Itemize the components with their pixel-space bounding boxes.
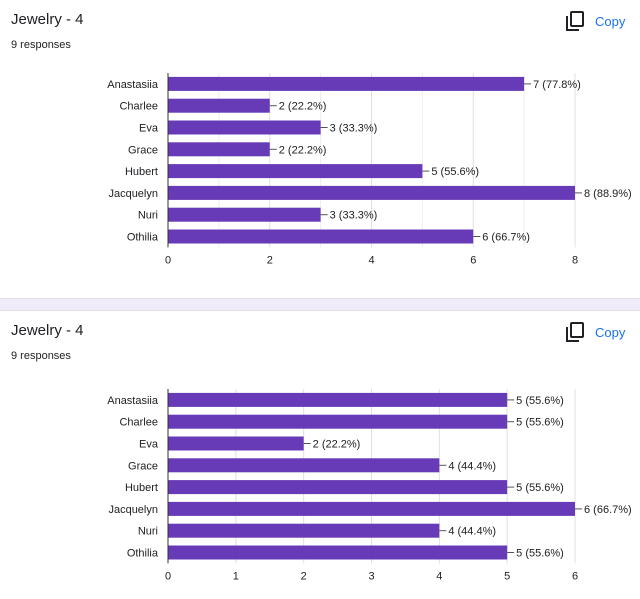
data-label: 2 (22.2%) bbox=[279, 101, 327, 113]
copy-icon bbox=[566, 322, 584, 342]
card-divider bbox=[0, 298, 640, 311]
bar-chart: 0 1 2 3 4 5 6 Anastasiia 5 (55.6%) Charlee 5 (55.6… bbox=[107, 389, 632, 582]
question-card: Jewelry - 4 9 responses Copy 0 1 2 3 4 5 6 Anas… bbox=[0, 311, 640, 599]
x-tick-label: 0 bbox=[165, 570, 171, 582]
bar bbox=[168, 76, 525, 91]
question-title: Jewelry - 4 bbox=[11, 11, 84, 28]
category-label: Othilia bbox=[127, 548, 159, 560]
category-label: Eva bbox=[139, 439, 159, 451]
data-label: 2 (22.2%) bbox=[313, 439, 361, 451]
x-tick-label: 6 bbox=[470, 254, 476, 266]
bar bbox=[168, 142, 270, 157]
copy-button[interactable]: Copy bbox=[566, 321, 625, 343]
x-tick-label: 2 bbox=[301, 570, 307, 582]
category-label: Eva bbox=[139, 123, 159, 135]
bar bbox=[168, 229, 474, 244]
bar bbox=[168, 164, 423, 179]
data-label: 5 (55.6%) bbox=[431, 166, 479, 178]
category-label: Jacquelyn bbox=[108, 188, 158, 200]
x-tick-label: 1 bbox=[233, 570, 239, 582]
category-label: Hubert bbox=[125, 166, 158, 178]
data-label: 5 (55.6%) bbox=[516, 395, 564, 407]
x-tick-label: 6 bbox=[572, 570, 578, 582]
bar bbox=[168, 523, 440, 538]
data-label: 6 (66.7%) bbox=[482, 232, 530, 244]
response-count: 9 responses bbox=[11, 39, 71, 51]
category-label: Nuri bbox=[138, 526, 158, 538]
bar bbox=[168, 185, 575, 200]
data-label: 2 (22.2%) bbox=[279, 144, 327, 156]
bar bbox=[168, 501, 575, 516]
question-card: Jewelry - 4 9 responses Copy 0 2 4 6 8 Anasta… bbox=[0, 0, 640, 298]
x-tick-label: 8 bbox=[572, 254, 578, 266]
data-label: 6 (66.7%) bbox=[584, 504, 632, 516]
data-label: 4 (44.4%) bbox=[448, 526, 496, 538]
response-count: 9 responses bbox=[11, 350, 71, 362]
data-label: 3 (33.3%) bbox=[330, 123, 378, 135]
bar-chart: 0 2 4 6 8 Anastasiia 7 (77.8%) Charlee 2 (22.2%)… bbox=[107, 73, 632, 266]
x-tick-label: 0 bbox=[165, 254, 171, 266]
data-label: 7 (77.8%) bbox=[533, 79, 581, 91]
bar bbox=[168, 545, 508, 560]
category-label: Jacquelyn bbox=[108, 504, 158, 516]
data-label: 5 (55.6%) bbox=[516, 417, 564, 429]
copy-label: Copy bbox=[595, 324, 626, 340]
x-tick-label: 5 bbox=[504, 570, 510, 582]
bar bbox=[168, 458, 440, 473]
bar bbox=[168, 414, 508, 429]
x-tick-label: 3 bbox=[368, 570, 374, 582]
copy-icon bbox=[566, 11, 584, 31]
copy-button[interactable]: Copy bbox=[566, 10, 625, 32]
bar bbox=[168, 98, 270, 113]
copy-label: Copy bbox=[595, 13, 626, 29]
bar bbox=[168, 120, 321, 135]
data-label: 5 (55.6%) bbox=[516, 548, 564, 560]
data-label: 5 (55.6%) bbox=[516, 482, 564, 494]
bar bbox=[168, 392, 508, 407]
data-label: 3 (33.3%) bbox=[330, 210, 378, 222]
bar bbox=[168, 480, 508, 495]
category-label: Othilia bbox=[127, 232, 159, 244]
category-label: Nuri bbox=[138, 210, 158, 222]
category-label: Grace bbox=[128, 460, 158, 472]
bar bbox=[168, 207, 321, 222]
x-tick-label: 2 bbox=[267, 254, 273, 266]
category-label: Charlee bbox=[119, 101, 158, 113]
category-label: Anastasiia bbox=[107, 79, 159, 91]
x-tick-label: 4 bbox=[436, 570, 442, 582]
category-label: Charlee bbox=[119, 417, 158, 429]
category-label: Hubert bbox=[125, 482, 158, 494]
x-tick-label: 4 bbox=[368, 254, 374, 266]
category-label: Anastasiia bbox=[107, 395, 159, 407]
category-label: Grace bbox=[128, 144, 158, 156]
data-label: 4 (44.4%) bbox=[448, 460, 496, 472]
data-label: 8 (88.9%) bbox=[584, 188, 632, 200]
bar bbox=[168, 436, 304, 451]
question-title: Jewelry - 4 bbox=[11, 322, 84, 339]
